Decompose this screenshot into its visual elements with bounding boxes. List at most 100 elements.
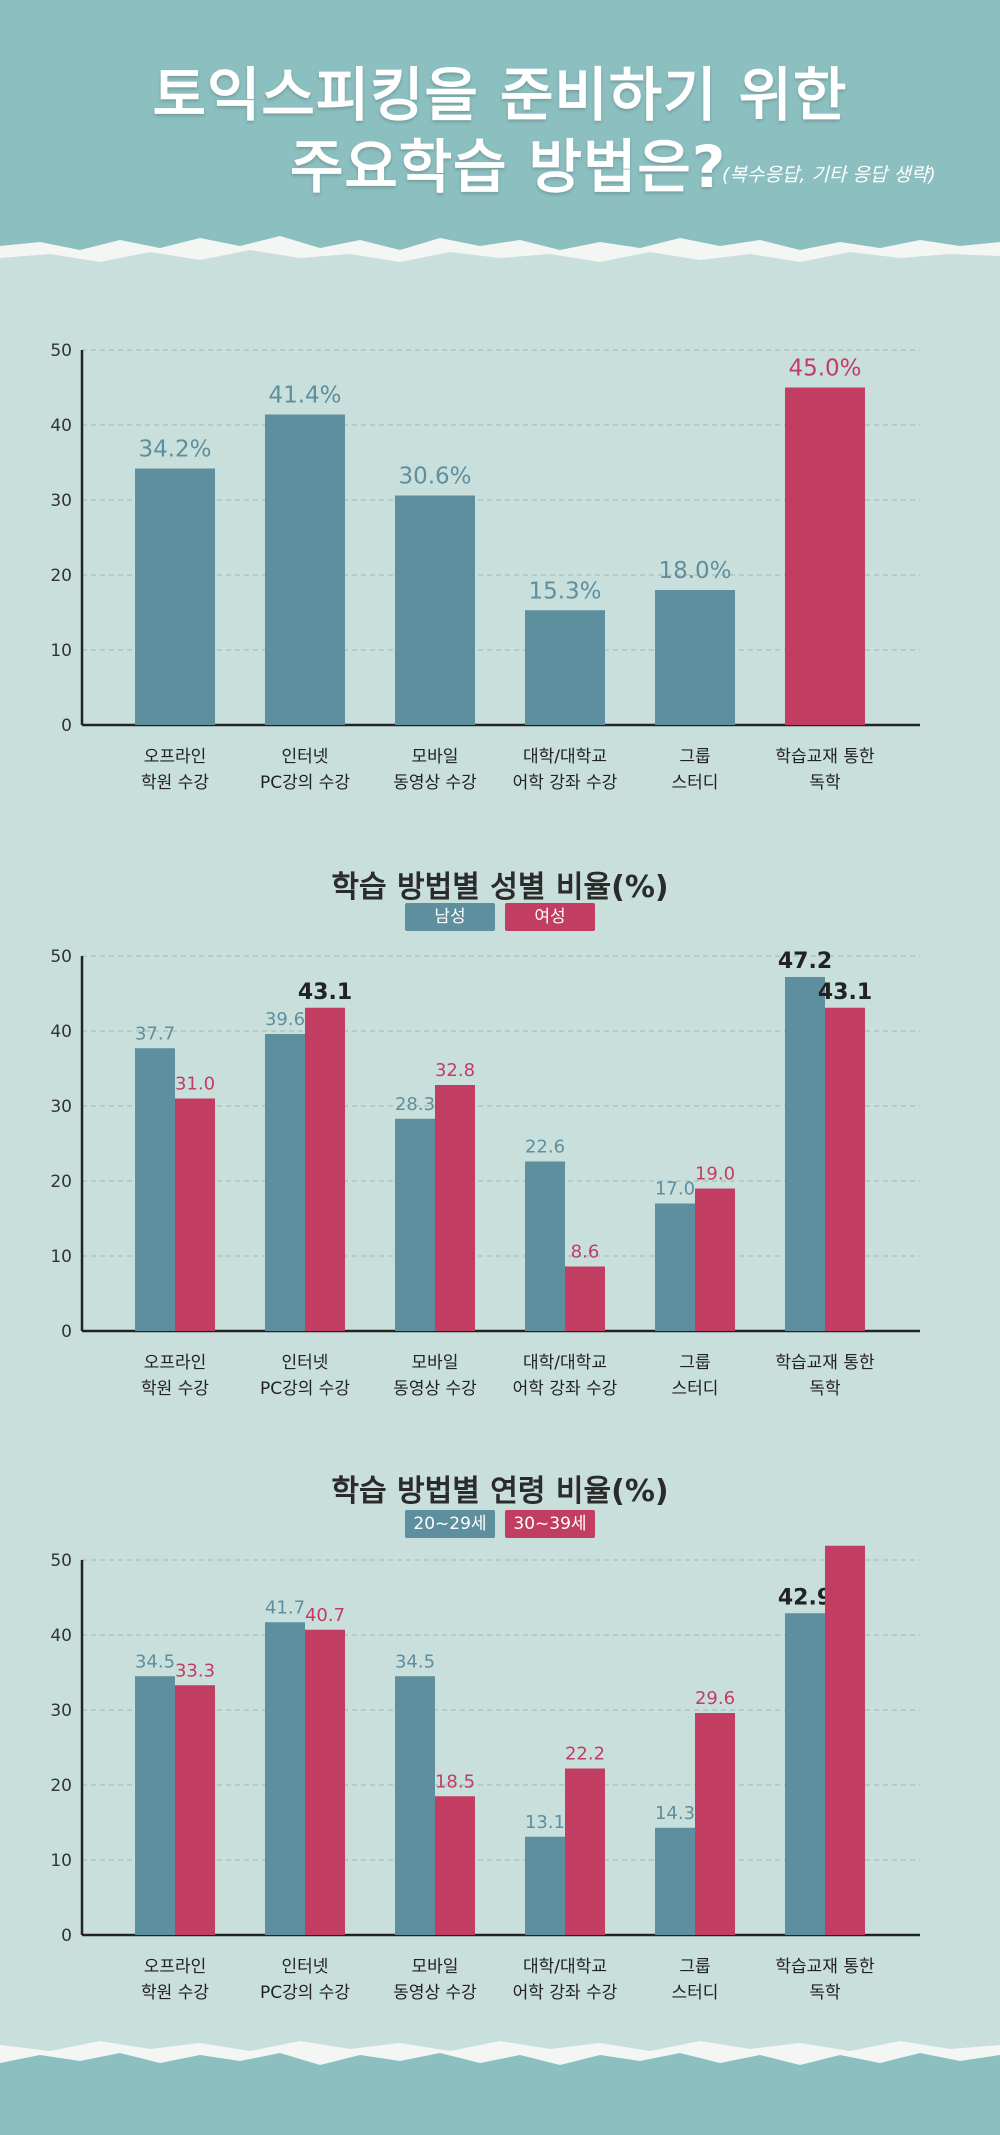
data-label: 30.6% bbox=[398, 464, 471, 490]
y-tick-label: 20 bbox=[50, 1776, 72, 1796]
bar bbox=[395, 495, 475, 725]
data-label: 34.5 bbox=[135, 1651, 175, 1672]
bar bbox=[435, 1085, 475, 1331]
x-tick-label: 스터디 bbox=[672, 1983, 719, 2003]
x-tick-label: 오프라인 bbox=[144, 1957, 207, 1977]
title-note: (복수응답, 기타 응답 생략) bbox=[722, 164, 936, 186]
data-label: 43.1 bbox=[818, 980, 872, 1005]
x-tick-label: 대학/대학교 bbox=[523, 1957, 607, 1977]
data-label: 31.0 bbox=[175, 1074, 215, 1095]
data-label: 17.0 bbox=[655, 1179, 695, 1200]
bar bbox=[825, 1007, 865, 1331]
x-tick-label: 그룹 bbox=[679, 747, 710, 767]
bar bbox=[305, 1007, 345, 1331]
data-label: 37.7 bbox=[135, 1023, 175, 1044]
x-tick-label: 인터넷 bbox=[282, 747, 329, 767]
header-banner bbox=[0, 0, 1000, 285]
legend-male: 남성 bbox=[405, 903, 495, 931]
bar bbox=[655, 1827, 695, 1935]
bar bbox=[395, 1676, 435, 1935]
data-label: 15.3% bbox=[528, 578, 601, 604]
y-tick-label: 10 bbox=[50, 1851, 72, 1871]
data-label: 45.0% bbox=[788, 356, 861, 382]
y-tick-label: 20 bbox=[50, 1172, 72, 1192]
bar bbox=[655, 1203, 695, 1331]
data-label: 33.3 bbox=[175, 1660, 215, 1681]
x-tick-label: PC강의 수강 bbox=[260, 1983, 350, 2003]
y-tick-label: 50 bbox=[50, 341, 72, 361]
x-tick-label: 인터넷 bbox=[282, 1957, 329, 1977]
bar bbox=[785, 977, 825, 1331]
bar bbox=[305, 1629, 345, 1935]
chart2-title: 학습 방법별 성별 비율(%) bbox=[331, 870, 669, 905]
data-label: 8.6 bbox=[571, 1242, 600, 1263]
data-label: 34.2% bbox=[138, 437, 211, 463]
bar bbox=[265, 1622, 305, 1935]
y-tick-label: 10 bbox=[50, 641, 72, 661]
legend-age-30s: 30~39세 bbox=[505, 1510, 595, 1538]
data-label: 14.3 bbox=[655, 1803, 695, 1824]
data-label: 42.9 bbox=[778, 1585, 832, 1610]
y-tick-label: 30 bbox=[50, 491, 72, 511]
y-tick-label: 0 bbox=[61, 1322, 72, 1342]
x-tick-label: 독학 bbox=[809, 1983, 841, 2003]
x-tick-label: 모바일 bbox=[412, 1957, 459, 1977]
x-tick-label: 오프라인 bbox=[144, 747, 207, 767]
bar bbox=[175, 1098, 215, 1331]
bar bbox=[695, 1713, 735, 1935]
x-tick-label: 학습교재 통한 bbox=[775, 1957, 875, 1977]
data-label: 13.1 bbox=[525, 1812, 565, 1833]
x-tick-label: 오프라인 bbox=[144, 1353, 207, 1373]
chart3-title: 학습 방법별 연령 비율(%) bbox=[331, 1474, 669, 1509]
x-tick-label: 학원 수강 bbox=[141, 773, 209, 793]
x-tick-label: 어학 강좌 수강 bbox=[513, 1983, 618, 2003]
x-tick-label: 동영상 수강 bbox=[393, 773, 477, 793]
data-label: 34.5 bbox=[395, 1651, 435, 1672]
data-label: 18.5 bbox=[435, 1771, 475, 1792]
x-tick-label: 동영상 수강 bbox=[393, 1379, 477, 1399]
x-tick-label: 인터넷 bbox=[282, 1353, 329, 1373]
page-title-line1: 토익스피킹을 준비하기 위한 bbox=[152, 61, 848, 129]
x-tick-label: 어학 강좌 수강 bbox=[513, 773, 618, 793]
x-tick-label: PC강의 수강 bbox=[260, 773, 350, 793]
bar bbox=[135, 1676, 175, 1935]
bar bbox=[655, 590, 735, 725]
data-label: 43.1 bbox=[298, 980, 352, 1005]
y-tick-label: 0 bbox=[61, 1926, 72, 1946]
x-tick-label: PC강의 수강 bbox=[260, 1379, 350, 1399]
x-tick-label: 모바일 bbox=[412, 747, 459, 767]
data-label: 18.0% bbox=[658, 558, 731, 584]
bar bbox=[785, 387, 865, 725]
data-label: 19.0 bbox=[695, 1164, 735, 1185]
data-label: 28.3 bbox=[395, 1094, 435, 1115]
data-label: 39.6 bbox=[265, 1009, 305, 1030]
bar bbox=[395, 1118, 435, 1331]
footer-banner bbox=[0, 2050, 1000, 2135]
bar bbox=[135, 1048, 175, 1331]
x-tick-label: 독학 bbox=[809, 773, 841, 793]
data-label: 32.8 bbox=[435, 1060, 475, 1081]
bar bbox=[525, 1161, 565, 1331]
y-tick-label: 40 bbox=[50, 1022, 72, 1042]
x-tick-label: 대학/대학교 bbox=[523, 1353, 607, 1373]
bar bbox=[135, 468, 215, 725]
y-tick-label: 40 bbox=[50, 416, 72, 436]
data-label: 40.7 bbox=[305, 1605, 345, 1626]
x-tick-label: 학원 수강 bbox=[141, 1983, 209, 2003]
x-tick-label: 스터디 bbox=[672, 1379, 719, 1399]
y-tick-label: 40 bbox=[50, 1626, 72, 1646]
data-label: 29.6 bbox=[695, 1688, 735, 1709]
x-tick-label: 그룹 bbox=[679, 1353, 710, 1373]
y-tick-label: 10 bbox=[50, 1247, 72, 1267]
bar bbox=[265, 1034, 305, 1331]
bar bbox=[825, 1545, 865, 1935]
y-tick-label: 50 bbox=[50, 1551, 72, 1571]
bar bbox=[525, 610, 605, 725]
x-tick-label: 모바일 bbox=[412, 1353, 459, 1373]
torn-paper-edge-bottom bbox=[0, 2025, 1000, 2065]
x-tick-label: 독학 bbox=[809, 1379, 841, 1399]
x-tick-label: 학습교재 통한 bbox=[775, 1353, 875, 1373]
x-tick-label: 스터디 bbox=[672, 773, 719, 793]
